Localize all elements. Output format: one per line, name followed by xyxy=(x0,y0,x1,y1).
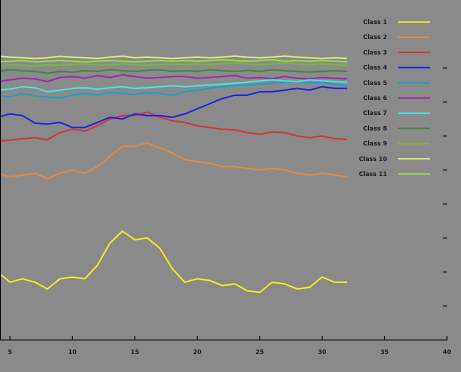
x-tick-label: 30 xyxy=(318,349,326,356)
legend-label-10: Class 10 xyxy=(359,156,387,163)
series-line-5 xyxy=(0,80,348,99)
x-tick-label: 10 xyxy=(68,349,76,356)
legend: Class 1 Class 2 Class 3 Class 4 Class 5 Class… xyxy=(359,19,430,178)
x-tick-label: 25 xyxy=(256,349,264,356)
series-line-6 xyxy=(0,74,348,83)
x-tick-label: 15 xyxy=(131,349,139,356)
series-line-4 xyxy=(0,85,348,129)
x-tick-label: 35 xyxy=(380,349,388,356)
x-tick-label: 20 xyxy=(193,349,201,356)
series-line-10 xyxy=(0,55,348,60)
legend-label-3: Class 3 xyxy=(363,49,387,56)
legend-label-6: Class 6 xyxy=(363,95,387,102)
axes: 5 10 15 20 25 30 35 40 xyxy=(0,0,451,356)
legend-label-9: Class 9 xyxy=(363,141,387,148)
legend-label-1: Class 1 xyxy=(363,19,387,26)
x-tick-label: 5 xyxy=(8,349,12,356)
x-tick-label: 40 xyxy=(443,349,451,356)
series-line-7 xyxy=(0,79,348,93)
series-line-3 xyxy=(0,111,348,142)
legend-label-2: Class 2 xyxy=(363,34,387,41)
series-line-2 xyxy=(0,142,348,180)
series-line-8 xyxy=(0,68,348,74)
series-line-1 xyxy=(0,230,348,294)
series-line-11 xyxy=(0,59,348,63)
legend-label-11: Class 11 xyxy=(359,171,387,178)
legend-label-7: Class 7 xyxy=(363,110,387,117)
legend-label-8: Class 8 xyxy=(363,125,387,132)
series-line-9 xyxy=(0,62,348,67)
legend-label-5: Class 5 xyxy=(363,80,387,87)
series-lines xyxy=(0,55,348,294)
legend-label-4: Class 4 xyxy=(363,65,387,72)
